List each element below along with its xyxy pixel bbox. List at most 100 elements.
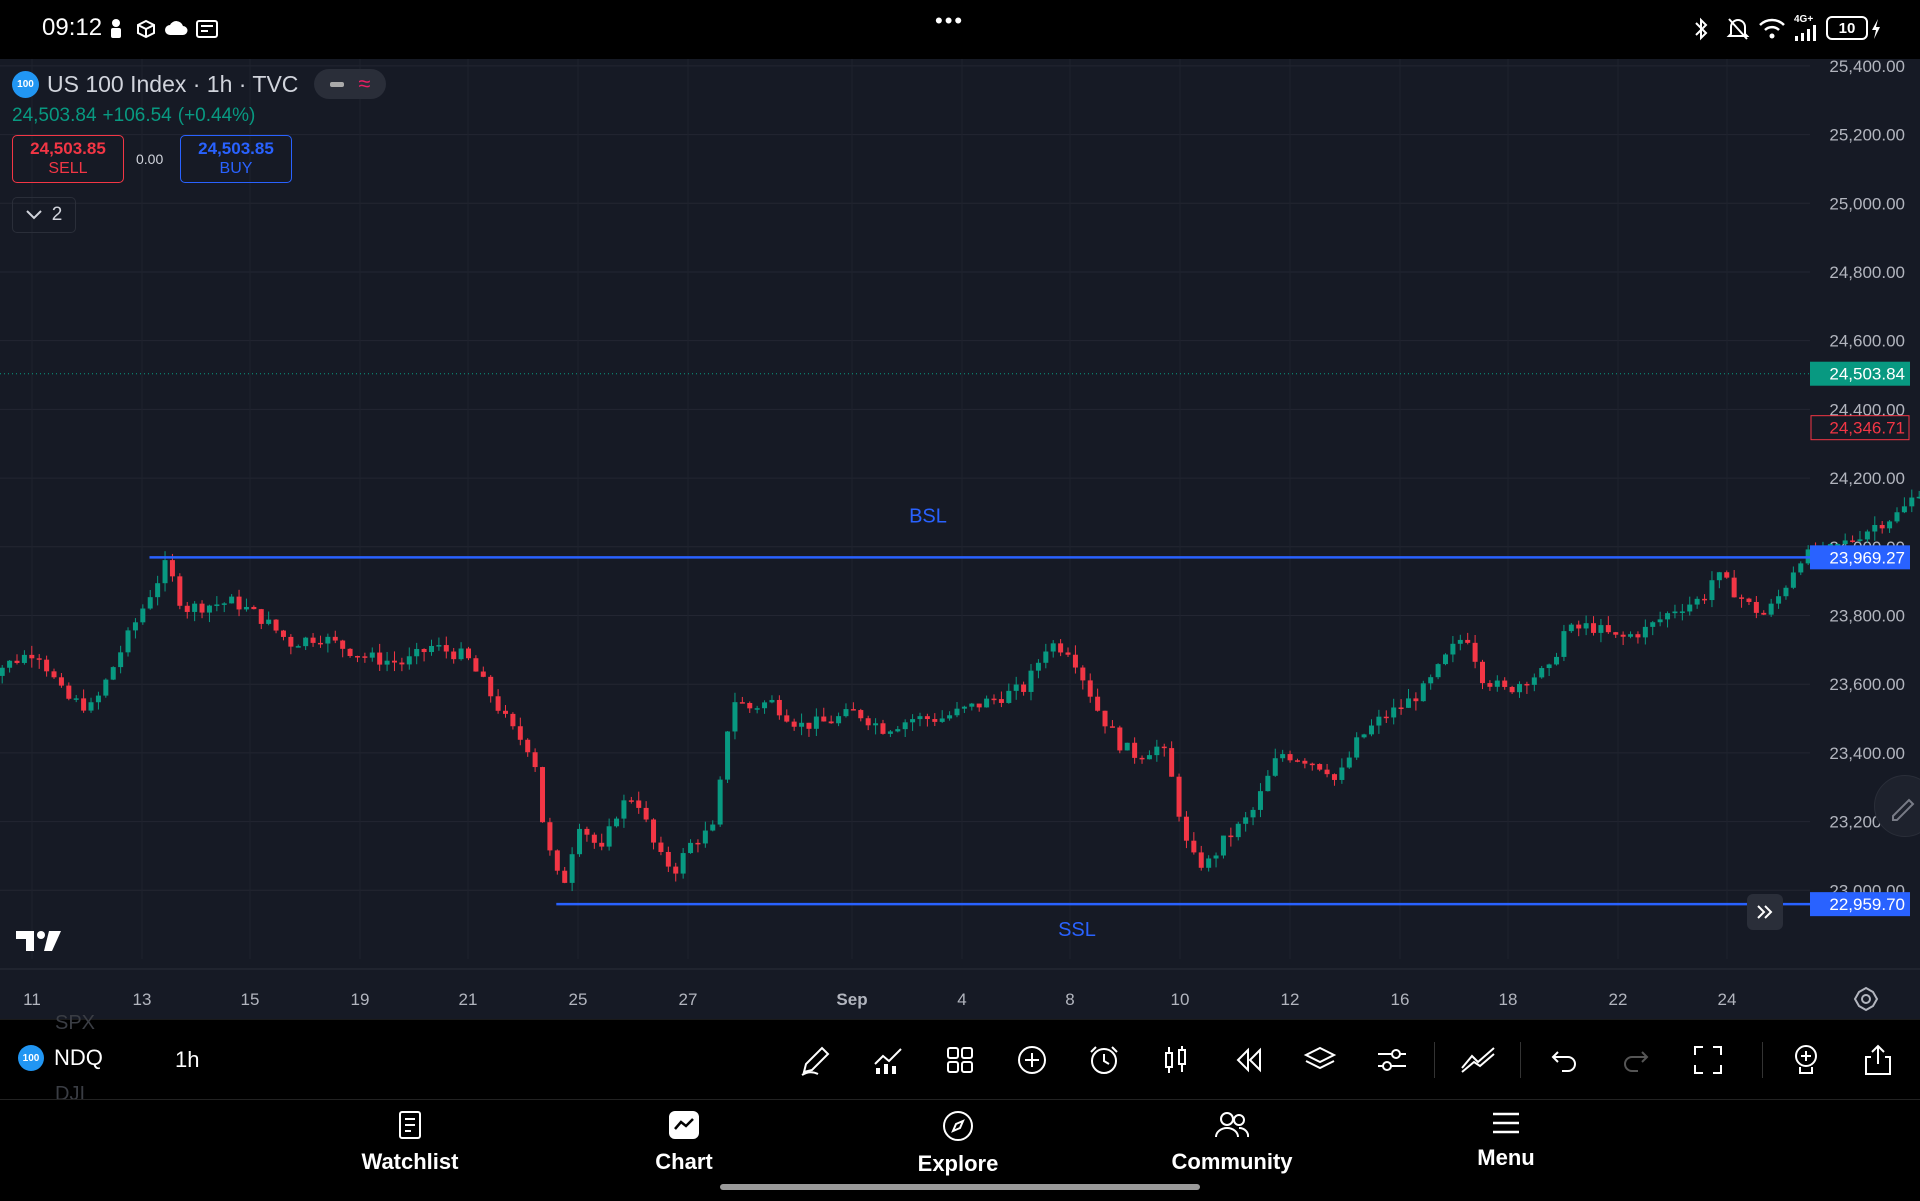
x-tick-label: 4: [957, 990, 966, 1009]
candle-body: [873, 723, 879, 726]
level-price-tag: [1810, 545, 1910, 570]
candle-body: [465, 648, 471, 659]
y-tick-label: 23,600.00: [1829, 675, 1905, 694]
nav-chart[interactable]: Chart: [594, 1110, 774, 1175]
candle-body: [1035, 662, 1041, 671]
candle-body: [1376, 716, 1382, 726]
wave-icon[interactable]: ≈: [358, 71, 371, 96]
scroll-to-latest-button[interactable]: [1747, 894, 1783, 930]
redo-icon[interactable]: [1616, 1040, 1656, 1080]
candle-body: [1554, 656, 1560, 665]
candle-body: [399, 662, 405, 665]
trend-icon[interactable]: [1458, 1040, 1498, 1080]
add-alert-icon[interactable]: [1786, 1040, 1826, 1080]
add-circle-icon[interactable]: [1012, 1040, 1052, 1080]
chart-area[interactable]: 25,400.00 25,200.00 25,000.00 24,800.00 24,6…: [0, 59, 1920, 1019]
candle-body: [1050, 643, 1056, 652]
sell-button[interactable]: 24,503.85 SELL: [12, 135, 124, 183]
symbol-title[interactable]: US 100 Index · 1h · TVC: [47, 70, 299, 97]
candle-body: [1724, 572, 1730, 578]
candle-body: [488, 676, 494, 697]
candle-body: [1776, 596, 1782, 604]
symbol-header[interactable]: 100 US 100 Index · 1h · TVC ≈: [12, 69, 387, 99]
buy-button[interactable]: 24,503.85 BUY: [180, 135, 292, 183]
candle-body: [1605, 625, 1611, 633]
indicators-toggle-button[interactable]: 2: [12, 197, 76, 233]
candle-body: [754, 708, 760, 710]
candle-body: [1139, 757, 1145, 760]
candle-body: [295, 646, 301, 648]
nav-menu[interactable]: Menu: [1416, 1110, 1596, 1171]
candle-body: [1169, 748, 1175, 777]
candle-body: [924, 716, 930, 720]
signal-icon: [1795, 25, 1816, 41]
undo-icon[interactable]: [1544, 1040, 1584, 1080]
candle-body: [606, 826, 612, 847]
candle-body: [1746, 598, 1752, 602]
sell-label: SELL: [48, 160, 88, 177]
sell-price: 24,503.85: [30, 139, 106, 158]
candle-body: [1465, 639, 1471, 643]
candle-body: [1620, 634, 1626, 637]
candle-body: [125, 630, 131, 653]
toolbar-divider: [1520, 1042, 1521, 1078]
more-dots[interactable]: •••: [935, 8, 965, 33]
layout-grid-icon[interactable]: [940, 1040, 980, 1080]
candle-body: [732, 702, 738, 732]
nav-watchlist[interactable]: Watchlist: [320, 1110, 500, 1175]
nav-explore[interactable]: Explore: [868, 1110, 1048, 1177]
candle-body: [1650, 622, 1656, 627]
candle-body: [1679, 611, 1685, 613]
hide-indicator-icon[interactable]: [330, 81, 345, 87]
alarm-icon[interactable]: [1084, 1040, 1124, 1080]
candle-body: [1176, 776, 1182, 817]
candle-body: [702, 830, 708, 844]
share-icon[interactable]: [1858, 1040, 1898, 1080]
candle-body: [1095, 696, 1101, 711]
x-tick-label: 13: [133, 990, 152, 1009]
interval-button[interactable]: 1h: [175, 1047, 200, 1072]
candle-body: [266, 619, 272, 624]
symbol-switcher[interactable]: 100 NDQ: [18, 1045, 103, 1071]
candle-body: [88, 702, 94, 711]
candle-body: [110, 667, 116, 680]
candle-body: [776, 699, 782, 716]
candle-body: [991, 698, 997, 701]
candle-body: [1206, 858, 1212, 868]
watchlist-ghost-symbol-above: SPX: [55, 1012, 96, 1034]
candle-body: [436, 645, 442, 647]
candle-style-icon[interactable]: [1156, 1040, 1196, 1080]
settings-sliders-icon[interactable]: [1372, 1040, 1412, 1080]
replay-icon[interactable]: [1228, 1040, 1268, 1080]
candle-body: [599, 842, 605, 847]
candle-body: [44, 659, 50, 672]
floating-draw-button[interactable]: [1874, 775, 1920, 837]
candle-body: [155, 583, 161, 598]
gear-icon[interactable]: [1853, 986, 1879, 1012]
candle-body: [1442, 654, 1448, 665]
indicators-icon[interactable]: [868, 1040, 908, 1080]
watchlist-icon: [399, 1111, 421, 1139]
price-chart[interactable]: 25,400.00 25,200.00 25,000.00 24,800.00 24,6…: [0, 59, 1920, 1019]
nav-chart-label: Chart: [655, 1149, 713, 1174]
candle-body: [1531, 677, 1537, 685]
layers-icon[interactable]: [1300, 1040, 1340, 1080]
candle-body: [1132, 742, 1138, 758]
y-tick-label: 24,800.00: [1829, 263, 1905, 282]
pencil-icon[interactable]: [796, 1040, 836, 1080]
chevron-down-icon: [25, 210, 42, 220]
bid-price-label: 24,346.71: [1829, 419, 1905, 438]
pencil-icon: [1892, 798, 1915, 821]
candle-body: [1257, 791, 1263, 810]
nav-community[interactable]: Community: [1142, 1110, 1322, 1175]
x-tick-label: 24: [1718, 990, 1737, 1009]
candle-body: [791, 721, 797, 727]
candle-body: [784, 715, 790, 722]
candle-body: [762, 702, 768, 709]
fullscreen-icon[interactable]: [1688, 1040, 1728, 1080]
x-tick-label: 8: [1065, 990, 1074, 1009]
candle-body: [1243, 817, 1249, 824]
indicator-pill[interactable]: ≈: [314, 69, 387, 99]
candle-body: [1502, 680, 1508, 687]
candle-body: [1302, 760, 1308, 764]
